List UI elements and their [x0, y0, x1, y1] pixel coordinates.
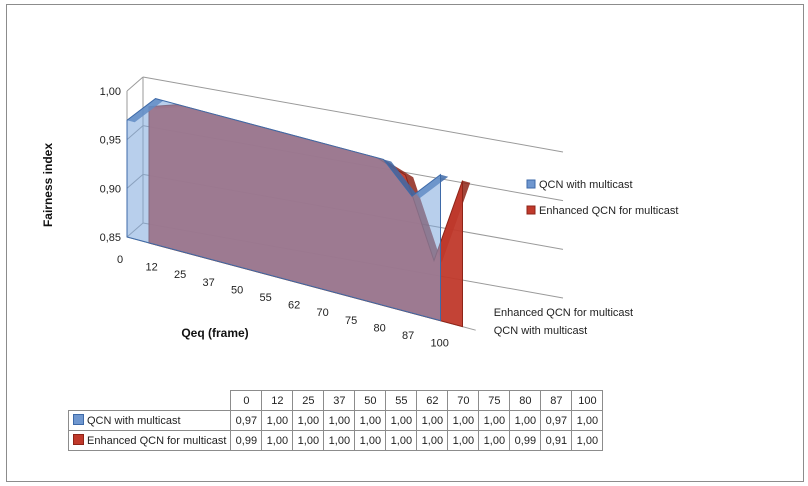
data-table-cell: 1,00 [385, 410, 418, 431]
x-tick-label: 87 [402, 330, 414, 342]
back-wall-gridline [142, 76, 564, 153]
data-table-cell: 1,00 [478, 410, 511, 431]
x-tick-label: 80 [374, 322, 386, 334]
data-table-cell: 1,00 [261, 430, 294, 451]
x-tick-label: 0 [117, 254, 123, 266]
x-tick-label: 55 [260, 292, 272, 304]
data-table-cell: 1,00 [416, 430, 449, 451]
legend-entry: QCN with multicast [539, 179, 633, 191]
data-table-cell: 1,00 [571, 430, 604, 451]
x-axis-title: Qeq (frame) [181, 326, 248, 340]
data-table-cell: 0,91 [540, 430, 573, 451]
data-table-header-cell: 70 [447, 390, 480, 411]
series-name: QCN with multicast [87, 415, 181, 427]
data-table-cell: 1,00 [478, 430, 511, 451]
data-table-cell: 0,97 [540, 410, 573, 431]
data-table-corner [68, 390, 232, 411]
data-table-series-label: QCN with multicast [67, 410, 232, 431]
x-tick-label: 12 [146, 262, 158, 274]
series-area [126, 98, 441, 322]
series-name: Enhanced QCN for multicast [87, 435, 227, 447]
data-table-cell: 1,00 [447, 410, 480, 431]
x-tick-label: 100 [431, 338, 449, 350]
data-table-cell: 1,00 [416, 410, 449, 431]
y-axis-title: Fairness index [41, 143, 55, 227]
data-table-cell: 1,00 [292, 430, 325, 451]
legend-key-blue-icon [73, 414, 84, 425]
chart-frame: 0,85 0,90 0,95 1,00 0 12 25 37 50 55 62 70 75 80 87 100… [6, 4, 804, 482]
data-table-header-cell: 100 [571, 390, 604, 411]
data-table-header-cell: 12 [261, 390, 294, 411]
data-table-cell: 1,00 [261, 410, 294, 431]
depth-axis-label: QCN with multicast [494, 325, 588, 337]
y-tick-label: 1,00 [100, 86, 121, 98]
chart-3d-area: 0,85 0,90 0,95 1,00 0 12 25 37 50 55 62 70 75 80 87 100… [41, 76, 678, 350]
data-table: 0 12 25 37 50 55 62 70 75 80 87 100 QCN … [67, 390, 604, 451]
y-tick-label: 0,85 [100, 232, 121, 244]
data-table-cell: 1,00 [323, 430, 356, 451]
side-wall-gridline [126, 76, 144, 92]
data-table-series-label: Enhanced QCN for multicast [67, 430, 232, 451]
data-table-cell: 1,00 [571, 410, 604, 431]
data-table-cell: 1,00 [292, 410, 325, 431]
data-table-cell: 1,00 [323, 410, 356, 431]
data-table-row-qcn: QCN with multicast 0,97 1,00 1,00 1,00 1… [67, 410, 604, 431]
data-table-header-cell: 87 [540, 390, 573, 411]
data-table-header-cell: 25 [292, 390, 325, 411]
x-tick-label: 62 [288, 300, 300, 312]
y-tick-label: 0,95 [100, 135, 121, 147]
legend-key-icon [526, 179, 536, 189]
data-table-header-cell: 37 [323, 390, 356, 411]
x-tick-label: 25 [174, 269, 186, 281]
data-table-cell: 1,00 [385, 430, 418, 451]
data-table-header-cell: 62 [416, 390, 449, 411]
data-table-cell: 1,00 [354, 430, 387, 451]
legend-entry: Enhanced QCN for multicast [539, 205, 678, 217]
data-table-cell: 0,99 [230, 430, 263, 451]
x-tick-label: 37 [203, 277, 215, 289]
data-table-header-cell: 55 [385, 390, 418, 411]
data-table-cell: 0,99 [509, 430, 542, 451]
data-table-header-cell: 50 [354, 390, 387, 411]
legend-key-red-icon [73, 434, 84, 445]
x-tick-label: 75 [345, 315, 357, 327]
series-qcn [126, 98, 449, 322]
legend: QCN with multicast Enhanced QCN for multi… [526, 179, 678, 217]
x-tick-label: 50 [231, 284, 243, 296]
data-table-header-cell: 0 [230, 390, 263, 411]
x-tick-label: 70 [317, 307, 329, 319]
depth-axis-label: Enhanced QCN for multicast [494, 307, 633, 319]
data-table-header-cell: 75 [478, 390, 511, 411]
data-table-header-row: 0 12 25 37 50 55 62 70 75 80 87 100 [68, 390, 604, 411]
legend-key-icon [526, 205, 536, 215]
data-table-header-cell: 80 [509, 390, 542, 411]
data-table-cell: 0,97 [230, 410, 263, 431]
y-tick-label: 0,90 [100, 183, 121, 195]
data-table-cell: 1,00 [447, 430, 480, 451]
data-table-row-enhanced: Enhanced QCN for multicast 0,99 1,00 1,0… [67, 430, 604, 451]
data-table-cell: 1,00 [354, 410, 387, 431]
data-table-cell: 1,00 [509, 410, 542, 431]
